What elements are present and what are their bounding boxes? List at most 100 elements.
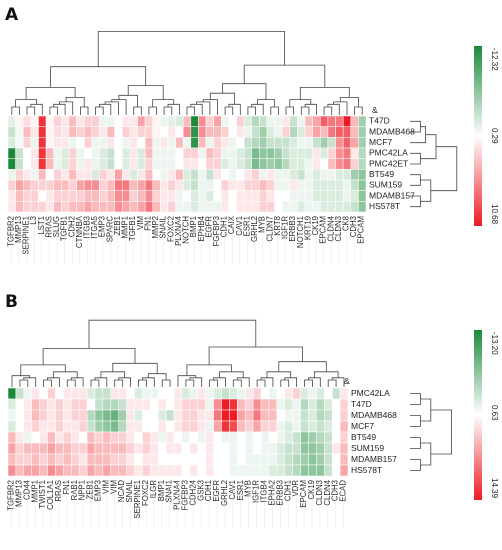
heatmap-cell bbox=[190, 147, 199, 159]
heatmap-cell bbox=[63, 464, 72, 477]
heatmap-cell bbox=[53, 179, 62, 191]
heatmap-cell bbox=[237, 453, 246, 466]
heatmap-cell bbox=[221, 464, 230, 477]
dendrogram-branch bbox=[256, 379, 266, 387]
heatmap-cell bbox=[152, 158, 161, 170]
panel-a-column-dendrogram bbox=[11, 31, 363, 115]
heatmap-cell bbox=[165, 464, 175, 477]
dendrogram-branch bbox=[410, 415, 421, 427]
heatmap-cell bbox=[228, 201, 237, 213]
heatmap-cell bbox=[197, 409, 206, 422]
heatmap-cell bbox=[197, 420, 206, 433]
heatmap-cell bbox=[327, 158, 336, 170]
heatmap-cell bbox=[243, 158, 253, 170]
heatmap-cell bbox=[229, 420, 238, 433]
dendrogram-branch bbox=[49, 106, 58, 115]
heatmap-cell bbox=[31, 442, 40, 455]
heatmap-cell bbox=[76, 190, 85, 202]
heatmap-cell bbox=[221, 137, 230, 149]
dendrogram-branch bbox=[410, 459, 421, 471]
heatmap-cell bbox=[268, 409, 278, 422]
heatmap-cell bbox=[152, 169, 161, 181]
column-label: CDH3 bbox=[349, 216, 358, 237]
heatmap-cell bbox=[320, 126, 329, 138]
heatmap-cell bbox=[129, 169, 138, 181]
heatmap-cell bbox=[190, 137, 199, 149]
column-label: CLDN3 bbox=[334, 216, 343, 242]
column-label: MMP1 bbox=[30, 480, 39, 503]
heatmap-cell bbox=[339, 398, 349, 411]
column-label: ILGR bbox=[149, 480, 158, 499]
heatmap-cell bbox=[167, 179, 176, 191]
heatmap-cell bbox=[289, 147, 298, 159]
heatmap-cell bbox=[312, 158, 321, 170]
heatmap-cell bbox=[266, 147, 275, 159]
heatmap-cell bbox=[350, 137, 359, 149]
heatmap-cell bbox=[134, 431, 143, 444]
heatmap-cell bbox=[324, 409, 333, 422]
heatmap-cell bbox=[102, 398, 112, 411]
heatmap-cell bbox=[165, 431, 175, 444]
dendrogram-branch bbox=[30, 103, 43, 115]
heatmap-cell bbox=[312, 147, 321, 159]
heatmap-cell bbox=[297, 190, 306, 202]
heatmap-cell bbox=[142, 453, 151, 466]
heatmap-cell bbox=[47, 398, 56, 411]
heatmap-cell bbox=[308, 442, 317, 455]
heatmap-cell bbox=[167, 126, 176, 138]
heatmap-cell bbox=[175, 158, 184, 170]
heatmap-cell bbox=[276, 420, 285, 433]
heatmap-cell bbox=[292, 453, 301, 466]
heatmap-cell bbox=[7, 387, 17, 400]
heatmap-cell bbox=[63, 409, 72, 422]
heatmap-cell bbox=[308, 420, 317, 433]
heatmap-cell bbox=[189, 420, 199, 433]
heatmap-cell bbox=[68, 115, 77, 127]
heatmap-cell bbox=[190, 201, 199, 213]
heatmap-cell bbox=[7, 442, 17, 455]
heatmap-cell bbox=[165, 420, 175, 433]
panel-b-column-labels: TGFBR2MMP13CD44MMP1TWIST1COL1A1RRASFN1RA… bbox=[7, 479, 348, 528]
heatmap-cell bbox=[181, 453, 191, 466]
heatmap-cell bbox=[122, 190, 131, 202]
column-label: MMP13 bbox=[14, 216, 23, 243]
heatmap-cell bbox=[251, 179, 260, 191]
heatmap-cell bbox=[94, 431, 104, 444]
heatmap-cell bbox=[213, 387, 222, 400]
heatmap-cell bbox=[106, 147, 115, 159]
heatmap-cell bbox=[68, 201, 77, 213]
heatmap-cell bbox=[102, 387, 112, 400]
heatmap-cell bbox=[252, 420, 262, 433]
heatmap-cell bbox=[91, 147, 100, 159]
heatmap-cell bbox=[350, 158, 359, 170]
dendrogram-branch bbox=[190, 103, 203, 115]
heatmap-cell bbox=[23, 409, 32, 422]
column-label: MYB bbox=[258, 216, 267, 233]
heatmap-cell bbox=[292, 442, 301, 455]
dendrogram-branch bbox=[189, 377, 203, 387]
heatmap-cell bbox=[30, 179, 39, 191]
heatmap-cell bbox=[335, 147, 344, 159]
panel-a-column-labels: TGFBR2MMP13SERPINE1L3LST1RRASSLUGTGFB1CD… bbox=[6, 215, 366, 264]
heatmap-cell bbox=[331, 442, 341, 455]
heatmap-cell bbox=[31, 431, 40, 444]
column-label: ECAD bbox=[339, 480, 348, 502]
heatmap-cell bbox=[228, 190, 237, 202]
column-label: ESR1 bbox=[236, 480, 245, 500]
dendrogram-branch bbox=[209, 379, 218, 387]
heatmap-cell bbox=[339, 387, 349, 400]
heatmap-cell bbox=[335, 179, 344, 191]
dendrogram-branch bbox=[11, 375, 31, 387]
heatmap-cell bbox=[114, 137, 123, 149]
heatmap-cell bbox=[137, 147, 146, 159]
heatmap-cell bbox=[76, 147, 85, 159]
heatmap-cell bbox=[281, 147, 291, 159]
heatmap-cell bbox=[252, 464, 262, 477]
heatmap-cell bbox=[312, 190, 321, 202]
heatmap-cell bbox=[15, 409, 25, 422]
heatmap-cell bbox=[358, 190, 367, 202]
heatmap-cell bbox=[45, 201, 54, 213]
dendrogram-branch bbox=[47, 377, 60, 387]
heatmap-cell bbox=[243, 179, 253, 191]
heatmap-cell bbox=[237, 464, 246, 477]
